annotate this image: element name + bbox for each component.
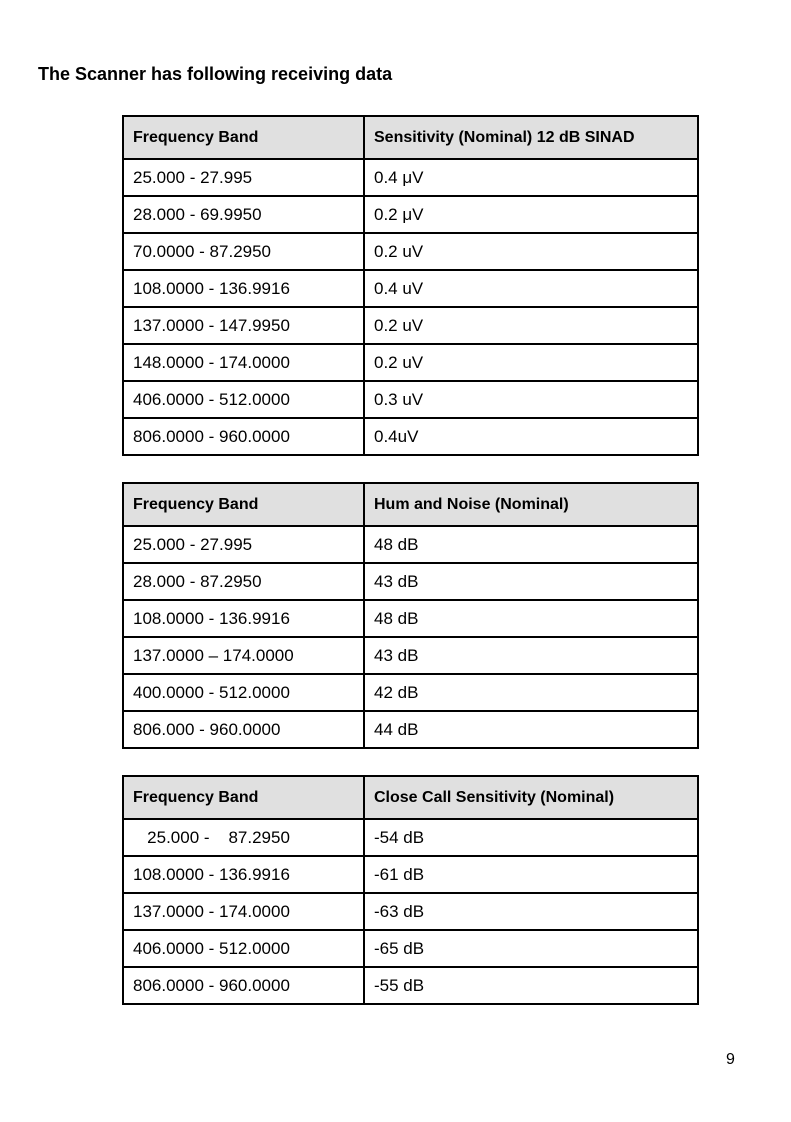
table-cell: 806.000 - 960.0000 <box>122 710 365 749</box>
close-call-sensitivity-table: Frequency Band Close Call Sensitivity (No… <box>122 775 699 1005</box>
table-cell: 406.0000 - 512.0000 <box>122 380 365 419</box>
table-cell: 806.0000 - 960.0000 <box>122 966 365 1005</box>
table-row: 25.000 - 27.995 0.4 μV <box>122 158 699 197</box>
page-number: 9 <box>726 1051 735 1068</box>
page-title: The Scanner has following receiving data <box>38 64 393 84</box>
table-cell: 108.0000 - 136.9916 <box>122 855 365 894</box>
table-cell: 43 dB <box>363 562 699 601</box>
table-cell: 70.0000 - 87.2950 <box>122 232 365 271</box>
column-header: Frequency Band <box>122 775 365 820</box>
table-row: 806.0000 - 960.0000 -55 dB <box>122 966 699 1005</box>
table-row: 148.0000 - 174.0000 0.2 uV <box>122 343 699 382</box>
table-row: 137.0000 – 174.0000 43 dB <box>122 636 699 675</box>
table-cell: 806.0000 - 960.0000 <box>122 417 365 456</box>
table-row: 70.0000 - 87.2950 0.2 uV <box>122 232 699 271</box>
table-row: 137.0000 - 174.0000 -63 dB <box>122 892 699 931</box>
table-row: 25.000 - 27.995 48 dB <box>122 525 699 564</box>
table-cell: 48 dB <box>363 525 699 564</box>
table-cell: 137.0000 – 174.0000 <box>122 636 365 675</box>
table-cell: 43 dB <box>363 636 699 675</box>
table-row: 28.000 - 87.2950 43 dB <box>122 562 699 601</box>
table-cell: 44 dB <box>363 710 699 749</box>
table-cell: 42 dB <box>363 673 699 712</box>
table-cell: 0.4uV <box>363 417 699 456</box>
table-row: 28.000 - 69.9950 0.2 μV <box>122 195 699 234</box>
column-header: Sensitivity (Nominal) 12 dB SINAD <box>363 115 699 160</box>
table-cell: -55 dB <box>363 966 699 1005</box>
table-row: 400.0000 - 512.0000 42 dB <box>122 673 699 712</box>
table-cell: 0.2 uV <box>363 343 699 382</box>
table-row: 108.0000 - 136.9916 -61 dB <box>122 855 699 894</box>
table-cell: 148.0000 - 174.0000 <box>122 343 365 382</box>
table-cell: 0.2 uV <box>363 232 699 271</box>
table-row: 806.0000 - 960.0000 0.4uV <box>122 417 699 456</box>
table-header-row: Frequency Band Close Call Sensitivity (No… <box>122 775 699 820</box>
table-cell: 108.0000 - 136.9916 <box>122 599 365 638</box>
column-header: Frequency Band <box>122 115 365 160</box>
table-cell: 400.0000 - 512.0000 <box>122 673 365 712</box>
table-cell: 28.000 - 87.2950 <box>122 562 365 601</box>
table-cell: 48 dB <box>363 599 699 638</box>
table-row: 406.0000 - 512.0000 -65 dB <box>122 929 699 968</box>
table-cell: 406.0000 - 512.0000 <box>122 929 365 968</box>
table-cell: 0.2 uV <box>363 306 699 345</box>
table-header-row: Frequency Band Hum and Noise (Nominal) <box>122 482 699 527</box>
table-cell: 0.4 μV <box>363 158 699 197</box>
table-cell: 137.0000 - 174.0000 <box>122 892 365 931</box>
column-header: Close Call Sensitivity (Nominal) <box>363 775 699 820</box>
column-header: Frequency Band <box>122 482 365 527</box>
table-cell: 25.000 - 27.995 <box>122 525 365 564</box>
table-row: 406.0000 - 512.0000 0.3 uV <box>122 380 699 419</box>
table-cell: 0.2 μV <box>363 195 699 234</box>
tables-container: Frequency Band Sensitivity (Nominal) 12 d… <box>122 115 699 1005</box>
table-cell: -61 dB <box>363 855 699 894</box>
table-cell: 25.000 - 27.995 <box>122 158 365 197</box>
sensitivity-table: Frequency Band Sensitivity (Nominal) 12 d… <box>122 115 699 456</box>
table-row: 25.000 - 87.2950 -54 dB <box>122 818 699 857</box>
table-cell: 137.0000 - 147.9950 <box>122 306 365 345</box>
table-row: 108.0000 - 136.9916 0.4 uV <box>122 269 699 308</box>
table-cell: 25.000 - 87.2950 <box>122 818 365 857</box>
hum-and-noise-table: Frequency Band Hum and Noise (Nominal) 25… <box>122 482 699 749</box>
table-cell: -65 dB <box>363 929 699 968</box>
table-cell: 108.0000 - 136.9916 <box>122 269 365 308</box>
table-cell: -54 dB <box>363 818 699 857</box>
table-cell: 28.000 - 69.9950 <box>122 195 365 234</box>
table-cell: -63 dB <box>363 892 699 931</box>
table-row: 137.0000 - 147.9950 0.2 uV <box>122 306 699 345</box>
table-header-row: Frequency Band Sensitivity (Nominal) 12 d… <box>122 115 699 160</box>
column-header: Hum and Noise (Nominal) <box>363 482 699 527</box>
table-row: 806.000 - 960.0000 44 dB <box>122 710 699 749</box>
table-row: 108.0000 - 136.9916 48 dB <box>122 599 699 638</box>
table-cell: 0.4 uV <box>363 269 699 308</box>
table-cell: 0.3 uV <box>363 380 699 419</box>
